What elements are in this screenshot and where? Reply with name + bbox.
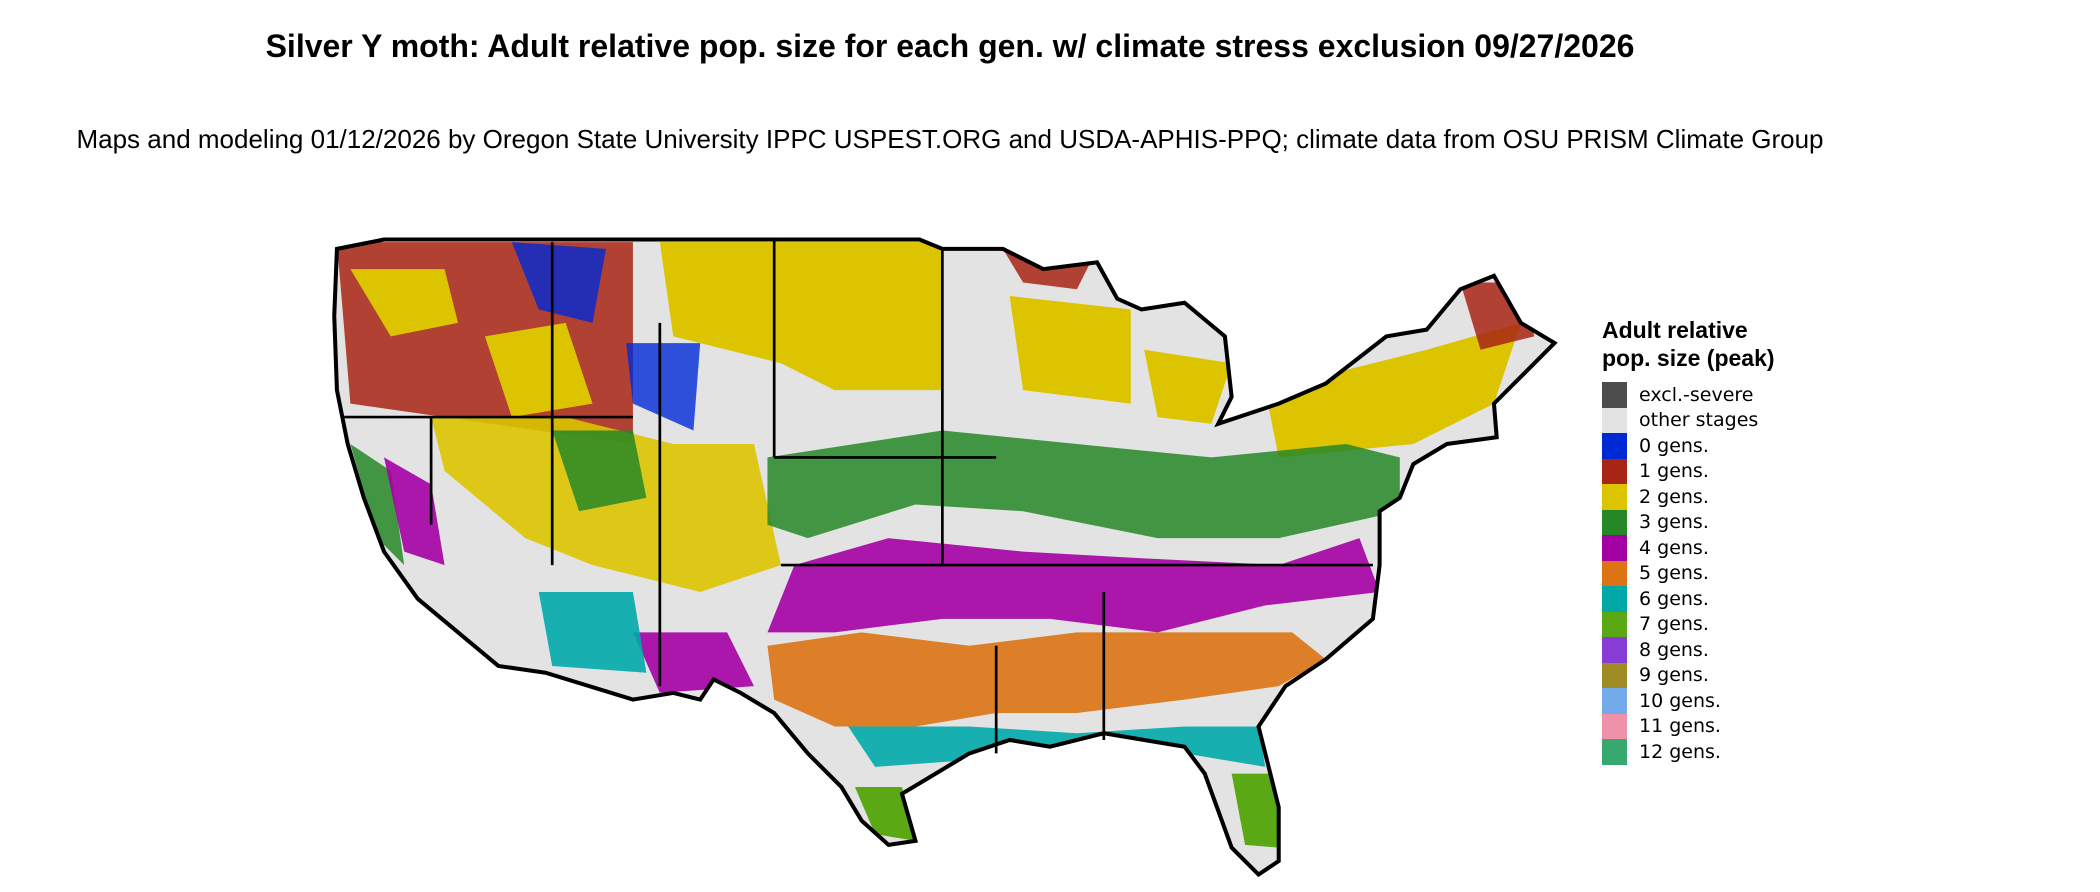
legend-item: 2 gens.: [1602, 484, 1802, 510]
legend-label: 7 gens.: [1639, 613, 1709, 636]
legend-item: 6 gens.: [1602, 586, 1802, 612]
legend-swatch: [1602, 688, 1627, 714]
legend-label: 10 gens.: [1639, 689, 1721, 712]
legend-swatch: [1602, 382, 1627, 408]
legend-item: 7 gens.: [1602, 611, 1802, 637]
zone-0-gen-rockies: [511, 242, 701, 431]
legend-swatch: [1602, 407, 1627, 433]
legend-label: 5 gens.: [1639, 562, 1709, 585]
legend-swatch: [1602, 662, 1627, 688]
legend-item: 8 gens.: [1602, 637, 1802, 663]
legend-item: 11 gens.: [1602, 713, 1802, 739]
zone-2-gen-plains: [659, 242, 943, 391]
legend-item: 1 gens.: [1602, 458, 1802, 484]
legend-item: 10 gens.: [1602, 688, 1802, 714]
state-borders: [343, 239, 1373, 754]
legend-label: 9 gens.: [1639, 664, 1709, 687]
map-subtitle: Maps and modeling 01/12/2026 by Oregon S…: [76, 124, 1824, 154]
legend-swatch: [1602, 637, 1627, 663]
legend-swatch: [1602, 484, 1627, 510]
legend-item: 12 gens.: [1602, 739, 1802, 765]
legend-item: other stages: [1602, 407, 1802, 433]
legend-item: 0 gens.: [1602, 433, 1802, 459]
legend-swatch: [1602, 560, 1627, 586]
legend-label: 3 gens.: [1639, 511, 1709, 534]
legend-title: Adult relative pop. size (peak): [1602, 317, 1775, 371]
legend-swatch: [1602, 713, 1627, 739]
legend-swatch: [1602, 458, 1627, 484]
legend-swatch: [1602, 535, 1627, 561]
zone-3-gen-west: [350, 430, 647, 566]
zone-2-gen-great-lakes: [1009, 295, 1232, 424]
legend-label: 8 gens.: [1639, 638, 1709, 661]
legend-swatch: [1602, 739, 1627, 765]
zone-5-gen-south: [767, 632, 1326, 727]
zone-4-gen-california: [384, 457, 755, 693]
legend-label: 0 gens.: [1639, 434, 1709, 457]
map-title: Silver Y moth: Adult relative pop. size …: [265, 28, 1635, 64]
zone-7-gen-south-texas: [854, 787, 916, 841]
legend-label: 11 gens.: [1639, 715, 1721, 738]
legend-swatch: [1602, 611, 1627, 637]
legend-swatch: [1602, 509, 1627, 535]
zone-6-gen-arizona: [538, 591, 647, 673]
zone-2-gen-northwest-mix: [350, 269, 593, 418]
legend-label: 2 gens.: [1639, 485, 1709, 508]
legend-swatch: [1602, 433, 1627, 459]
legend-label: 1 gens.: [1639, 460, 1709, 483]
legend-item: 5 gens.: [1602, 560, 1802, 586]
legend-label: excl.-severe: [1639, 383, 1754, 406]
legend-item: excl.-severe: [1602, 382, 1802, 408]
legend-swatch: [1602, 586, 1627, 612]
legend-item: 4 gens.: [1602, 535, 1802, 561]
legend-item: 9 gens.: [1602, 662, 1802, 688]
legend: Adult relative pop. size (peak) excl.-se…: [1602, 316, 1802, 765]
legend-item: 3 gens.: [1602, 509, 1802, 535]
zone-2-gen-northeast: [1265, 322, 1521, 458]
legend-label: 12 gens.: [1639, 740, 1721, 763]
zone-4-gen-band: [767, 538, 1380, 633]
legend-label: 6 gens.: [1639, 587, 1709, 610]
legend-items: excl.-severe other stages 0 gens. 1 gens. 2 …: [1602, 382, 1802, 765]
legend-label: other stages: [1639, 409, 1759, 432]
legend-label: 4 gens.: [1639, 536, 1709, 559]
zone-7-gen-florida: [1231, 773, 1279, 848]
